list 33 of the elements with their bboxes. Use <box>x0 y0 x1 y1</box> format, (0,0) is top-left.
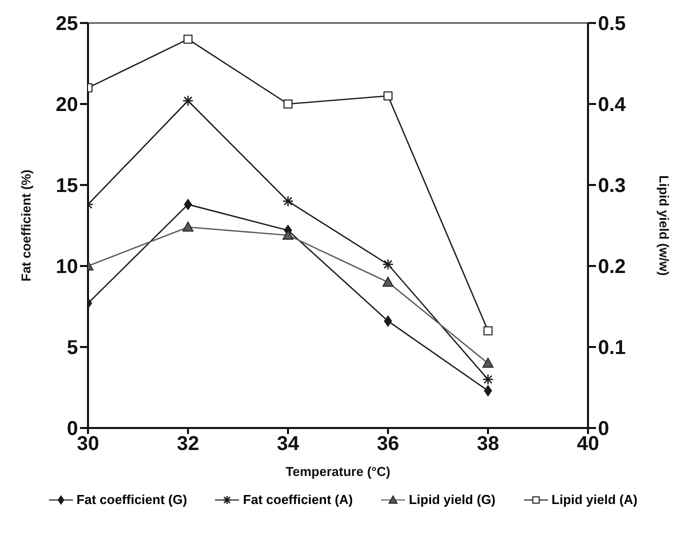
y-tick-label: 25 <box>56 13 78 36</box>
y-axis-title: Fat coefficient (%) <box>18 170 34 282</box>
point <box>184 34 192 44</box>
y-tick-label: 0 <box>66 418 78 440</box>
y2-tick-label: 0.1 <box>598 337 626 360</box>
y-tick-label: 5 <box>66 337 78 360</box>
y2-tick-label: 0.3 <box>598 175 626 198</box>
x-tick-label: 30 <box>76 433 100 456</box>
x-tick-label: 40 <box>576 433 600 456</box>
y-tick-label: 15 <box>56 175 78 198</box>
y2-tick-label: 0 <box>598 418 610 440</box>
legend-label: Fat coefficient (A) <box>243 492 353 507</box>
point <box>182 222 194 232</box>
x-tick-label: 38 <box>476 433 500 456</box>
point <box>384 91 392 100</box>
y2-tick-label: 0.4 <box>598 94 627 116</box>
point <box>382 276 394 287</box>
y2-tick-label: 0.5 <box>598 13 626 36</box>
x-tick-label: 32 <box>176 433 200 456</box>
legend-label: Lipid yield (A) <box>552 492 638 507</box>
point <box>482 358 494 368</box>
y-tick-label: 20 <box>56 94 78 116</box>
y2-axis-title: Lipid yield (w/w) <box>656 175 672 276</box>
point <box>282 230 294 240</box>
legend-label: Fat coefficient (G) <box>76 492 188 507</box>
point <box>284 100 292 108</box>
x-tick-label: 36 <box>376 433 400 456</box>
x-axis-title: Temperature (°C) <box>286 464 390 479</box>
legend-label: Lipid yield (G) <box>408 492 496 507</box>
x-tick-label: 34 <box>276 433 300 456</box>
point <box>484 326 492 336</box>
y2-tick-label: 0.2 <box>598 256 626 278</box>
y-tick-label: 10 <box>56 256 78 278</box>
